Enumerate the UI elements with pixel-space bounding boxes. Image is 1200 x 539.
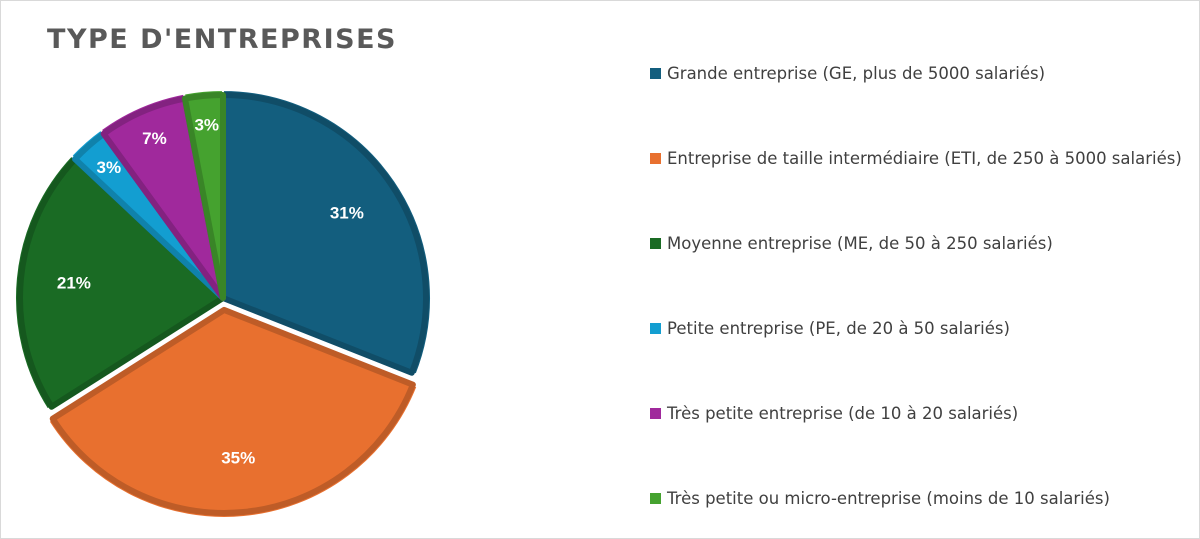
legend-item-tpe: Très petite entreprise (de 10 à 20 salar…: [650, 400, 1018, 426]
data-label-tpe: 7%: [142, 129, 167, 148]
legend-label-micro: Très petite ou micro-entreprise (moins d…: [667, 488, 1110, 508]
legend-label-eti: Entreprise de taille intermédiaire (ETI,…: [667, 148, 1182, 168]
pie-slice-eti: [47, 308, 419, 519]
legend-swatch-ge: [650, 67, 661, 79]
data-label-me: 21%: [57, 273, 91, 292]
legend-swatch-me: [650, 237, 661, 249]
legend-swatch-pe: [650, 322, 661, 334]
legend-item-micro: Très petite ou micro-entreprise (moins d…: [650, 485, 1110, 511]
legend-swatch-eti: [650, 152, 661, 164]
data-label-micro: 3%: [194, 116, 219, 135]
pie-slice-edge-eti: [49, 306, 416, 516]
legend-swatch-micro: [650, 492, 661, 504]
data-label-pe: 3%: [97, 158, 122, 177]
pie-slice-me: [14, 154, 224, 411]
pie-chart: 31% 35% 21% 3% 7% 3%: [14, 89, 432, 519]
data-label-eti: 35%: [221, 449, 255, 468]
pie-slice-edge-micro: [181, 92, 226, 301]
legend-item-me: Moyenne entreprise (ME, de 50 à 250 sala…: [650, 230, 1053, 256]
legend-item-pe: Petite entreprise (PE, de 20 à 50 salari…: [650, 315, 1010, 341]
data-label-ge: 31%: [330, 203, 364, 222]
legend-item-ge: Grande entreprise (GE, plus de 5000 sala…: [650, 60, 1045, 86]
chart-title: TYPE D'ENTREPRISES: [47, 24, 397, 55]
pie-slice-edge-me: [17, 156, 226, 410]
legend-label-pe: Petite entreprise (PE, de 20 à 50 salari…: [667, 318, 1010, 338]
legend-label-me: Moyenne entreprise (ME, de 50 à 250 sala…: [667, 233, 1053, 253]
pie-slice-edge-ge: [220, 92, 429, 376]
pie-slice-ge: [222, 89, 432, 376]
legend-label-ge: Grande entreprise (GE, plus de 5000 sala…: [667, 63, 1046, 83]
legend-swatch-tpe: [650, 407, 661, 419]
legend-label-tpe: Très petite entreprise (de 10 à 20 salar…: [667, 403, 1019, 423]
legend-item-eti: Entreprise de taille intermédiaire (ETI,…: [650, 145, 1182, 171]
